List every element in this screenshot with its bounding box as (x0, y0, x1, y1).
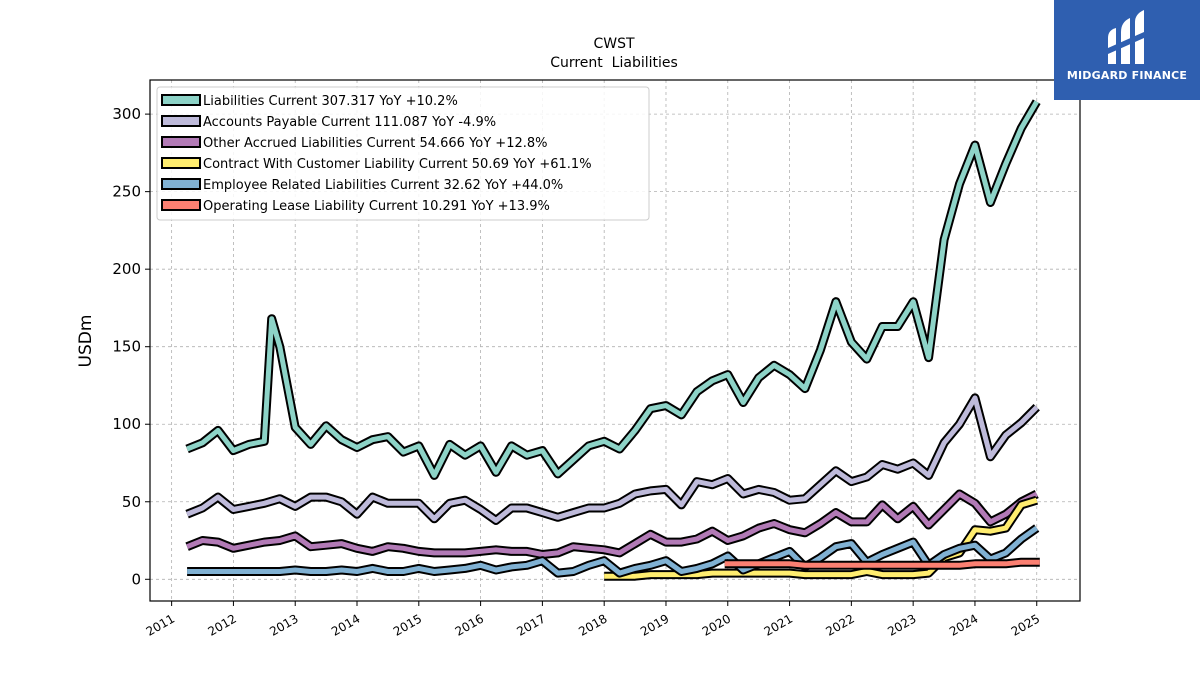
series-2 (185, 489, 1039, 559)
y-tick-label: 300 (112, 105, 141, 123)
series-line (186, 395, 1039, 523)
chart-subtitle: Current Liabilities (550, 55, 678, 71)
legend-swatch (161, 178, 201, 190)
legend-swatch (161, 115, 201, 127)
series-layer (185, 99, 1041, 581)
x-tick-label: 2015 (391, 611, 424, 638)
x-tick-label: 2019 (638, 611, 671, 638)
series-1 (185, 393, 1040, 525)
legend: Liabilities Current 307.317 YoY +10.2% Ac… (156, 86, 650, 221)
legend-label: Liabilities Current 307.317 YoY +10.2% (203, 94, 458, 109)
grid-lines (150, 80, 1080, 601)
logo-text: MIDGARD FINANCE (1066, 69, 1188, 82)
x-tick-label: 2022 (823, 611, 856, 638)
legend-label: Accounts Payable Current 111.087 YoY -4.… (203, 115, 496, 130)
logo-mark-icon (1108, 10, 1144, 64)
series-line (724, 559, 1040, 568)
legend-swatch (161, 94, 201, 106)
midgard-finance-logo: MIDGARD FINANCE (1054, 0, 1200, 100)
y-tick-label: 200 (112, 260, 141, 278)
series-line (186, 100, 1039, 478)
legend-swatch (161, 157, 201, 169)
y-tick-label: 100 (112, 415, 141, 433)
x-tick-label: 2023 (885, 611, 918, 638)
legend-swatch (161, 199, 201, 211)
series-0 (185, 99, 1041, 480)
x-tick-label: 2020 (700, 611, 733, 638)
series-5 (724, 557, 1040, 570)
x-axis-ticks: 2011 2012 2013 2014 2015 2016 2017 2018 2019 2020… (144, 601, 1042, 639)
x-tick-label: 2021 (762, 611, 795, 638)
x-tick-label: 2016 (453, 611, 486, 638)
y-tick-label: 0 (131, 570, 141, 588)
chart-title: CWST (593, 36, 635, 52)
legend-swatch (161, 136, 201, 148)
legend-label: Contract With Customer Liability Current… (203, 157, 592, 172)
x-tick-label: 2011 (144, 611, 177, 638)
legend-label: Employee Related Liabilities Current 32.… (203, 178, 563, 193)
legend-label: Other Accrued Liabilities Current 54.666… (203, 136, 548, 151)
x-tick-label: 2013 (267, 611, 300, 638)
x-tick-label: 2024 (947, 611, 980, 638)
legend-label: Operating Lease Liability Current 10.291… (203, 199, 550, 214)
x-tick-label: 2017 (514, 611, 547, 638)
legend-box (156, 86, 650, 221)
series-4 (187, 524, 1040, 578)
y-tick-label: 150 (112, 338, 141, 356)
y-axis-ticks: 0 50 100 150 200 250 300 (112, 105, 150, 588)
x-tick-label: 2018 (576, 611, 609, 638)
plot-frame (149, 79, 1081, 602)
y-tick-label: 250 (112, 183, 141, 201)
y-tick-label: 50 (122, 493, 141, 511)
y-axis-label: USDm (76, 315, 96, 368)
x-tick-label: 2025 (1009, 611, 1042, 638)
series-line (186, 491, 1038, 557)
series-line (187, 526, 1039, 576)
x-tick-label: 2012 (205, 611, 238, 638)
x-tick-label: 2014 (329, 611, 362, 638)
